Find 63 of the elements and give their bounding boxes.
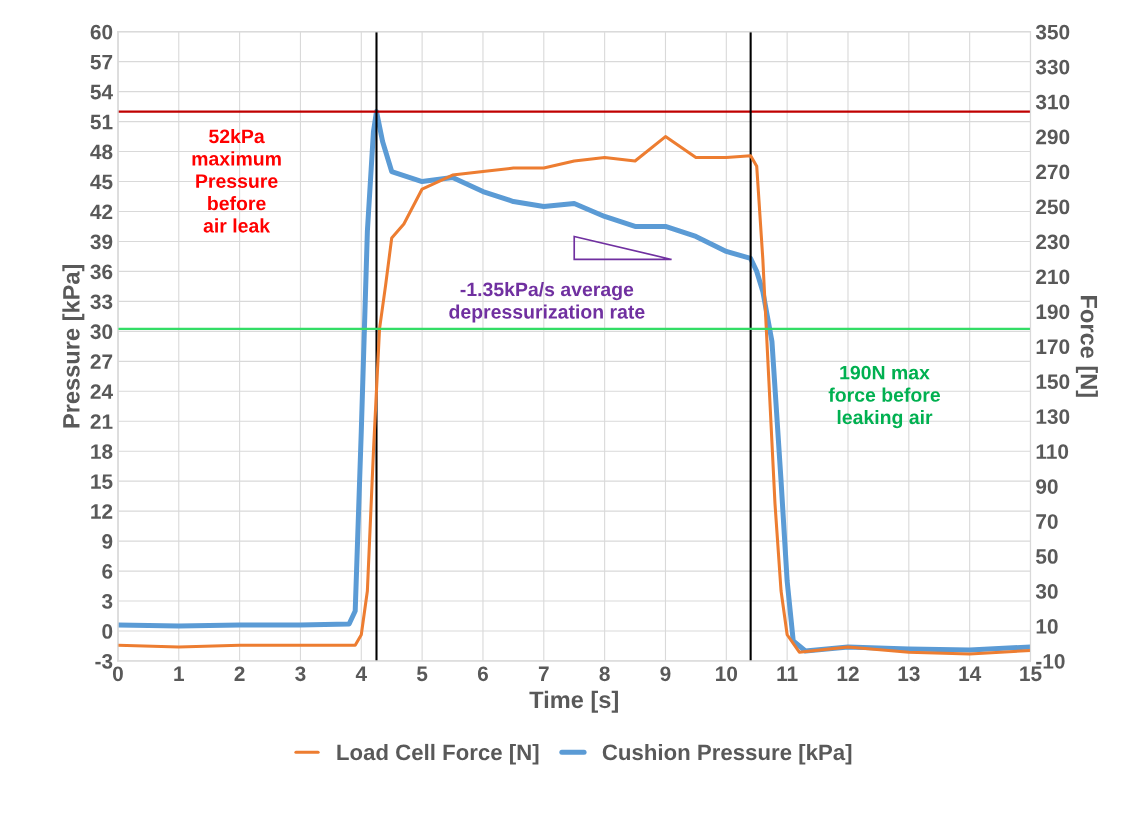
- y2-tick-label: 250: [1036, 199, 1070, 215]
- y-tick-label: 42: [90, 204, 113, 220]
- x-tick-label: 6: [477, 666, 488, 682]
- y-tick-label: 0: [102, 624, 113, 639]
- y2-tick-label: 230: [1036, 234, 1070, 250]
- x-tick-label: 2: [234, 666, 245, 681]
- x-axis-title: Time [s]: [529, 690, 618, 713]
- y-tick-label: 24: [90, 384, 113, 399]
- y-tick-label: 3: [101, 594, 113, 609]
- y2-tick-label: 110: [1036, 444, 1069, 459]
- y-tick-label: 36: [90, 264, 113, 280]
- y2-tick-label: 30: [1035, 584, 1058, 599]
- y2-tick-label: 210: [1036, 269, 1070, 285]
- x-tick-label: 14: [959, 666, 982, 681]
- legend-label: Load Cell Force [N]: [337, 743, 539, 765]
- y-tick-label: -3: [95, 653, 113, 669]
- y-tick-label: 21: [90, 414, 113, 429]
- y-tick-label: 9: [102, 534, 113, 549]
- annotation: 52kPa maximum Pressure before air leak: [192, 128, 281, 233]
- x-tick-label: 10: [716, 666, 738, 682]
- y2-tick-label: 310: [1035, 94, 1070, 110]
- y-tick-label: 6: [102, 564, 113, 579]
- y2-tick-label: 190: [1036, 304, 1070, 320]
- x-tick-label: 1: [174, 666, 184, 681]
- y-tick-label: 33: [90, 294, 113, 310]
- y2-tick-label: 150: [1036, 374, 1070, 390]
- y2-tick-label: 90: [1036, 479, 1058, 494]
- x-tick-label: 3: [295, 666, 306, 682]
- x-tick-label: 11: [777, 666, 798, 681]
- y2-tick-label: 330: [1035, 59, 1070, 75]
- y2-tick-label: 270: [1036, 164, 1070, 180]
- x-tick-label: 0: [112, 666, 123, 682]
- y-tick-label: 27: [90, 354, 113, 369]
- y-axis-title: Pressure [kPa]: [62, 264, 85, 428]
- x-tick-label: 5: [416, 666, 428, 682]
- x-tick-label: 12: [837, 666, 859, 681]
- y-tick-label: 51: [90, 114, 113, 130]
- y-tick-label: 54: [90, 84, 113, 100]
- legend-label: Cushion Pressure [kPa]: [602, 743, 852, 765]
- y-tick-label: 45: [90, 174, 113, 190]
- x-tick-label: 8: [599, 666, 610, 682]
- y-tick-label: 60: [90, 24, 113, 40]
- y2-tick-label: 50: [1036, 549, 1058, 564]
- y-tick-label: 48: [90, 144, 113, 160]
- x-tick-label: 9: [660, 666, 671, 682]
- y2-tick-label: 290: [1036, 129, 1070, 145]
- x-tick-label: 7: [538, 666, 549, 681]
- y2-tick-label: 10: [1036, 619, 1058, 634]
- x-tick-label: 13: [898, 666, 920, 682]
- annotation: -1.35kPa/s average depressurization rate: [449, 282, 645, 323]
- y-tick-label: 12: [91, 504, 113, 519]
- y2-tick-label: 70: [1036, 514, 1058, 529]
- y-tick-label: 18: [91, 444, 113, 459]
- x-tick-label: 4: [355, 666, 367, 681]
- y2-tick-label: 130: [1036, 409, 1070, 425]
- y-tick-label: 39: [90, 234, 113, 250]
- y-tick-label: 57: [90, 54, 113, 70]
- y2-axis-title: Force [N]: [1075, 296, 1098, 397]
- annotation: 190N max force before leaking air: [828, 365, 941, 429]
- y-tick-label: 15: [91, 474, 113, 489]
- y2-tick-label: 350: [1035, 24, 1070, 40]
- y-tick-label: 30: [90, 324, 113, 340]
- y2-tick-label: 170: [1036, 339, 1070, 355]
